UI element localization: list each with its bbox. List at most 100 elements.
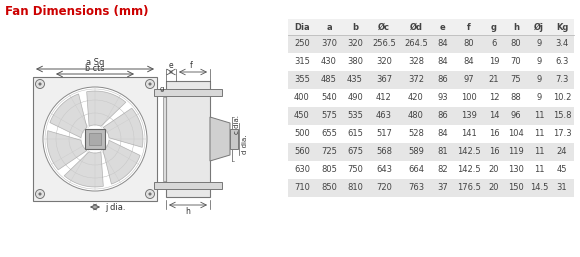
Text: 615: 615	[347, 130, 363, 139]
Text: 535: 535	[347, 112, 363, 121]
Text: 320: 320	[347, 40, 363, 49]
Text: 528: 528	[408, 130, 424, 139]
Text: Kg: Kg	[556, 23, 568, 32]
Text: 6: 6	[491, 40, 496, 49]
Text: 810: 810	[347, 183, 363, 192]
Text: 9: 9	[536, 94, 542, 103]
Text: Fan Dimensions (mm): Fan Dimensions (mm)	[5, 5, 148, 18]
Text: 250: 250	[294, 40, 310, 49]
Text: 82: 82	[438, 166, 448, 175]
Polygon shape	[210, 117, 230, 161]
Text: 80: 80	[463, 40, 474, 49]
Circle shape	[35, 189, 45, 198]
Polygon shape	[50, 94, 87, 138]
Text: 575: 575	[321, 112, 337, 121]
Text: 86: 86	[438, 76, 448, 85]
Text: 16: 16	[489, 130, 499, 139]
Text: 485: 485	[321, 76, 337, 85]
Text: 141: 141	[461, 130, 477, 139]
Text: 14: 14	[489, 112, 499, 121]
Text: 750: 750	[347, 166, 363, 175]
Text: 80: 80	[510, 40, 521, 49]
Text: 568: 568	[376, 148, 392, 157]
Circle shape	[39, 83, 41, 85]
Text: 320: 320	[376, 58, 392, 67]
Text: 264.5: 264.5	[404, 40, 428, 49]
Text: 589: 589	[408, 148, 424, 157]
Text: 420: 420	[408, 94, 424, 103]
Text: 104: 104	[508, 130, 524, 139]
Text: h: h	[186, 207, 190, 216]
Bar	[154, 182, 222, 189]
Text: 86: 86	[438, 112, 448, 121]
Text: 850: 850	[321, 183, 337, 192]
Text: g: g	[160, 86, 164, 92]
Bar	[288, 71, 574, 89]
Text: 328: 328	[408, 58, 424, 67]
Text: 463: 463	[376, 112, 392, 121]
Bar	[288, 143, 574, 161]
Text: h: h	[513, 23, 519, 32]
Bar	[163, 97, 166, 181]
Text: a: a	[326, 23, 332, 32]
Text: 435: 435	[347, 76, 363, 85]
Text: 88: 88	[510, 94, 521, 103]
Text: 367: 367	[376, 76, 392, 85]
Text: 142.5: 142.5	[457, 166, 481, 175]
Text: 763: 763	[408, 183, 424, 192]
Polygon shape	[47, 131, 87, 170]
Text: 37: 37	[438, 183, 448, 192]
Bar	[154, 89, 222, 96]
Text: 355: 355	[294, 76, 310, 85]
Text: 119: 119	[508, 148, 524, 157]
Text: 11: 11	[534, 130, 544, 139]
Text: 720: 720	[376, 183, 392, 192]
Text: 412: 412	[376, 94, 392, 103]
Text: Øc: Øc	[378, 23, 390, 32]
Text: 176.5: 176.5	[457, 183, 481, 192]
Text: 19: 19	[489, 58, 499, 67]
Text: e: e	[169, 61, 173, 70]
Text: g: g	[491, 23, 497, 32]
Text: 45: 45	[557, 166, 567, 175]
Text: b: b	[352, 23, 358, 32]
Text: 7.3: 7.3	[555, 76, 568, 85]
Bar	[33, 77, 157, 201]
Bar	[288, 19, 574, 35]
Circle shape	[39, 193, 41, 195]
Text: f: f	[190, 61, 193, 70]
Text: 10.2: 10.2	[553, 94, 571, 103]
Bar	[230, 129, 238, 149]
Text: Dia: Dia	[294, 23, 310, 32]
Text: 380: 380	[347, 58, 363, 67]
Text: 725: 725	[321, 148, 337, 157]
Text: 664: 664	[408, 166, 424, 175]
Text: 480: 480	[408, 112, 424, 121]
Text: 540: 540	[321, 94, 337, 103]
Text: 9: 9	[536, 76, 542, 85]
Text: 9: 9	[536, 58, 542, 67]
Text: 14.5: 14.5	[530, 183, 548, 192]
Text: 96: 96	[510, 112, 521, 121]
Text: 84: 84	[438, 40, 448, 49]
Text: 490: 490	[347, 94, 363, 103]
Text: 81: 81	[438, 148, 448, 157]
Text: 655: 655	[321, 130, 337, 139]
Text: 430: 430	[321, 58, 337, 67]
Text: 139: 139	[461, 112, 477, 121]
Text: 70: 70	[510, 58, 521, 67]
Text: 400: 400	[294, 94, 310, 103]
Text: 100: 100	[461, 94, 477, 103]
Text: 643: 643	[376, 166, 392, 175]
Text: 93: 93	[438, 94, 448, 103]
Bar	[89, 133, 101, 145]
Text: 710: 710	[294, 183, 310, 192]
Text: 256.5: 256.5	[372, 40, 396, 49]
Bar	[288, 107, 574, 125]
Text: 84: 84	[438, 58, 448, 67]
Text: 130: 130	[508, 166, 524, 175]
Text: 11: 11	[534, 166, 544, 175]
Text: e: e	[440, 23, 446, 32]
Text: 630: 630	[294, 166, 310, 175]
Text: 20: 20	[489, 183, 499, 192]
